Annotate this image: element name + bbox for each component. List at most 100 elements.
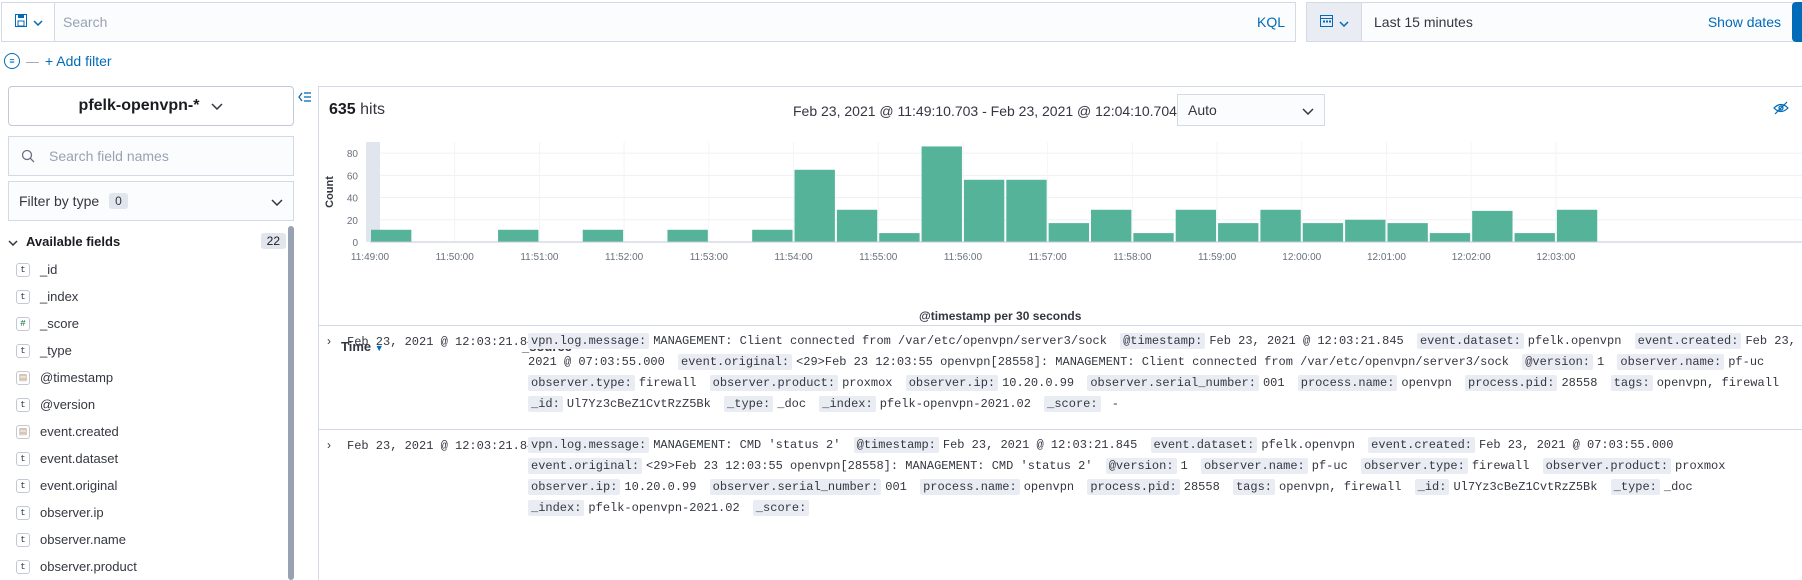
search-input[interactable] — [55, 14, 1257, 30]
histogram-bar[interactable] — [1091, 209, 1132, 242]
x-tick-label: 12:01:00 — [1367, 252, 1406, 263]
source-field: process.name: openvpn — [1297, 375, 1452, 391]
source-field-key: tags: — [1232, 479, 1275, 495]
histogram-bar[interactable] — [794, 169, 835, 242]
date-range-label: Last 15 minutes — [1374, 14, 1473, 30]
field-item[interactable]: t _type — [16, 337, 286, 364]
source-field: event.original: <29>Feb 23 12:03:55 openv… — [678, 354, 1509, 370]
histogram-bar[interactable] — [498, 229, 539, 242]
histogram-bar[interactable] — [1514, 233, 1555, 242]
histogram-bar[interactable] — [371, 229, 412, 242]
field-item[interactable]: t observer.product — [16, 553, 286, 580]
refresh-button[interactable] — [1792, 2, 1802, 42]
source-field-key: observer.serial_number: — [709, 479, 882, 495]
field-name: event.original — [40, 478, 118, 493]
index-pattern-label: pfelk-openvpn-* — [78, 97, 200, 114]
collapse-sidebar-icon[interactable] — [298, 90, 312, 106]
quick-menu-button[interactable] — [1307, 3, 1362, 41]
row-source: vpn.log.message: MANAGEMENT: CMD 'status … — [528, 435, 1802, 519]
index-pattern-selector[interactable]: pfelk-openvpn-* — [8, 86, 294, 126]
string-type-icon: t — [16, 397, 30, 412]
sidebar-scrollbar[interactable] — [288, 226, 294, 580]
source-field: observer.ip: 10.20.0.99 — [905, 375, 1074, 391]
source-field-value: <29>Feb 23 12:03:55 openvpn[28558]: MANA… — [796, 355, 1509, 369]
field-item[interactable]: t _id — [16, 256, 286, 283]
available-fields-header[interactable]: Available fields 22 — [8, 230, 286, 252]
source-field: observer.type: firewall — [528, 375, 697, 391]
discover-main: 635 hits Feb 23, 2021 @ 11:49:10.703 - F… — [318, 86, 1802, 580]
x-tick-label: 11:53:00 — [690, 252, 729, 263]
x-tick-label: 11:59:00 — [1198, 252, 1237, 263]
time-column-label: Time — [341, 339, 372, 354]
field-item[interactable]: t @version — [16, 391, 286, 418]
source-field-value: 28558 — [1561, 376, 1598, 390]
source-field-key: observer.serial_number: — [1087, 375, 1259, 391]
histogram-bar[interactable] — [836, 209, 878, 242]
interval-select[interactable]: Auto — [1177, 94, 1325, 126]
histogram-bar[interactable] — [752, 229, 793, 242]
search-icon — [21, 149, 35, 163]
field-item[interactable]: t observer.name — [16, 526, 286, 553]
y-axis-label: Count — [324, 176, 336, 208]
date-type-icon: ▤ — [16, 370, 30, 385]
hits-count: 635 — [329, 101, 356, 118]
source-field-key: tags: — [1610, 375, 1653, 391]
source-field-key: @version: — [1105, 458, 1177, 474]
x-tick-label: 11:56:00 — [944, 252, 983, 263]
histogram-bar[interactable] — [879, 233, 920, 242]
query-language-button[interactable]: KQL — [1256, 14, 1285, 30]
field-item[interactable]: t observer.ip — [16, 499, 286, 526]
eye-closed-icon[interactable] — [1773, 101, 1789, 118]
source-field-key: vpn.log.message: — [528, 437, 650, 453]
time-column-header[interactable]: Time ▼ — [341, 339, 384, 354]
histogram-bar[interactable] — [963, 179, 1005, 242]
histogram-bar[interactable] — [1260, 209, 1301, 242]
histogram-bar[interactable] — [1175, 209, 1217, 242]
string-type-icon: t — [16, 478, 30, 493]
filter-options-icon[interactable]: ≡ — [4, 53, 20, 69]
field-item[interactable]: t event.dataset — [16, 445, 286, 472]
histogram-bar[interactable] — [1218, 223, 1259, 242]
histogram-bar[interactable] — [1133, 233, 1174, 242]
source-field: observer.serial_number: 001 — [1087, 375, 1285, 391]
add-filter-button[interactable]: + Add filter — [45, 53, 112, 69]
show-dates-button[interactable]: Show dates — [1707, 14, 1781, 30]
histogram-bar[interactable] — [921, 146, 962, 242]
y-tick-label: 60 — [347, 171, 359, 182]
saved-query-button[interactable] — [1, 2, 55, 42]
source-field-value: 001 — [885, 480, 907, 494]
filter-by-type-button[interactable]: Filter by type 0 — [8, 181, 294, 221]
expand-row-icon[interactable]: › — [327, 334, 331, 348]
chevron-down-icon — [271, 193, 283, 209]
histogram-bar[interactable] — [1387, 223, 1428, 242]
histogram-bar[interactable] — [1048, 223, 1089, 242]
field-item[interactable]: ▤ @timestamp — [16, 364, 286, 391]
histogram-bar[interactable] — [582, 229, 624, 242]
field-search-input[interactable] — [49, 148, 293, 164]
histogram-bar[interactable] — [1302, 223, 1344, 242]
histogram-bar[interactable] — [1429, 233, 1471, 242]
field-item[interactable]: # _score — [16, 310, 286, 337]
source-field-key: _id: — [528, 396, 563, 412]
source-field-key: @version: — [1522, 354, 1593, 370]
source-field-value: openvpn — [1401, 376, 1452, 390]
histogram-bar[interactable] — [1345, 219, 1386, 242]
x-tick-label: 12:00:00 — [1282, 252, 1321, 263]
histogram-bar[interactable] — [1006, 179, 1047, 242]
histogram-bar[interactable] — [1472, 210, 1513, 242]
field-item[interactable]: t event.original — [16, 472, 286, 499]
histogram-bar[interactable] — [1556, 209, 1598, 242]
histogram-bar[interactable] — [667, 229, 708, 242]
field-name: observer.product — [40, 559, 137, 574]
field-item[interactable]: ▤ event.created — [16, 418, 286, 445]
source-field-key: observer.name: — [1200, 458, 1308, 474]
field-item[interactable]: t _index — [16, 283, 286, 310]
source-field: observer.type: firewall — [1360, 458, 1529, 474]
expand-row-icon[interactable]: › — [327, 438, 331, 452]
source-field-value: firewall — [638, 376, 697, 390]
source-field-key: event.dataset: — [1150, 437, 1258, 453]
x-tick-label: 12:03:00 — [1536, 252, 1575, 263]
row-source: vpn.log.message: MANAGEMENT: Client conne… — [528, 331, 1802, 415]
source-field-value: pf-uc — [1311, 459, 1348, 473]
x-tick-label: 11:50:00 — [436, 252, 475, 263]
